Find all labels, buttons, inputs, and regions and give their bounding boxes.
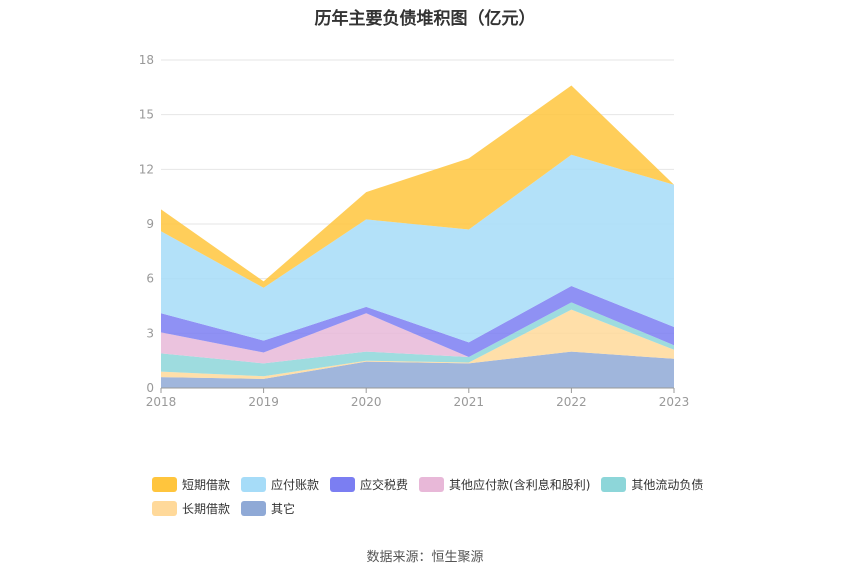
legend-item-taxes-payable[interactable]: 应交税费 <box>330 476 408 493</box>
legend-swatch <box>419 476 445 492</box>
legend-swatch <box>241 476 267 492</box>
legend-swatch <box>152 476 177 492</box>
legend-label: 长期借款 <box>182 501 231 516</box>
legend-swatch <box>601 476 627 492</box>
legend-item-other-payables[interactable]: 其他应付款(含利息和股利) <box>419 476 590 493</box>
x-tick-label: 2022 <box>556 395 587 409</box>
legend-swatch <box>241 500 267 516</box>
legend-swatch <box>330 476 356 492</box>
area-series <box>161 85 674 388</box>
x-tick-label: 2018 <box>146 395 177 409</box>
legend-label: 其他流动负债 <box>631 477 704 492</box>
area-series-5 <box>161 154 674 343</box>
area-series-2 <box>161 302 674 377</box>
legend-item-accounts-payable[interactable]: 应付账款 <box>241 476 319 493</box>
x-tick-label: 2019 <box>248 395 279 409</box>
chart-title: 历年主要负债堆积图（亿元） <box>314 9 536 29</box>
y-tick-label: 18 <box>139 53 154 67</box>
area-series-3 <box>161 302 674 364</box>
legend-swatch <box>152 500 177 516</box>
legend-item-other-current-liabilities[interactable]: 其他流动负债 <box>601 476 703 493</box>
x-tick-label: 2021 <box>454 395 485 409</box>
y-tick-label: 6 <box>146 272 154 286</box>
legend-row-1: 短期借款 应付账款 应交税费 其他应付款(含利息和股利) 其他流动负债 <box>152 472 752 496</box>
area-series-1 <box>161 309 674 379</box>
y-tick-label: 3 <box>146 326 154 340</box>
x-tick-label: 2020 <box>351 395 382 409</box>
area-series-0 <box>161 351 674 388</box>
y-tick-label: 15 <box>139 108 154 122</box>
legend: 短期借款 应付账款 应交税费 其他应付款(含利息和股利) 其他流动负债 长期借款… <box>152 472 752 520</box>
data-source: 数据来源：恒生聚源 <box>366 550 484 565</box>
legend-label: 应交税费 <box>360 477 409 492</box>
area-series-6 <box>161 85 674 288</box>
legend-label: 其他应付款(含利息和股利) <box>449 477 591 492</box>
area-series-4 <box>161 286 674 357</box>
legend-item-long-term-loans[interactable]: 长期借款 <box>152 500 230 517</box>
y-tick-label: 12 <box>139 162 154 176</box>
y-tick-label: 9 <box>146 217 154 231</box>
legend-label: 其它 <box>271 501 296 516</box>
axes: 0 3 6 9 12 15 18 2018 2019 2020 2021 2022 2023 <box>139 53 690 409</box>
legend-row-2: 长期借款 其它 <box>152 496 752 520</box>
legend-label: 短期借款 <box>182 477 231 492</box>
legend-item-short-term-loans[interactable]: 短期借款 <box>152 476 230 493</box>
y-tick-label: 0 <box>146 381 154 395</box>
legend-item-other[interactable]: 其它 <box>241 500 295 517</box>
x-tick-label: 2023 <box>659 395 690 409</box>
legend-label: 应付账款 <box>271 477 320 492</box>
